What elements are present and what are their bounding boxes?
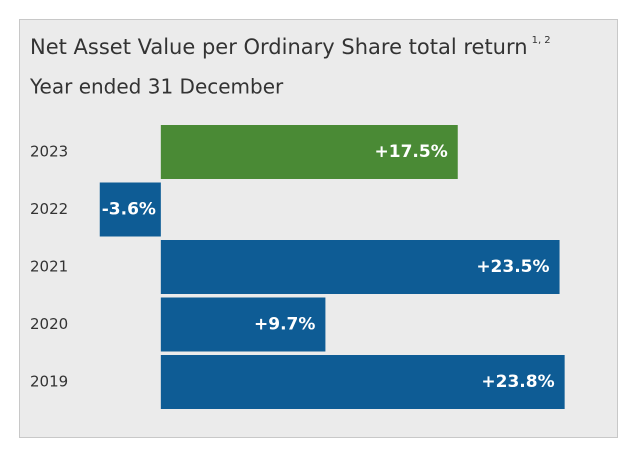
bar (160, 355, 565, 409)
bar (160, 125, 458, 179)
value-label: +9.7% (254, 315, 315, 335)
category-label: 2022 (30, 200, 68, 218)
bar (160, 240, 560, 294)
value-label: +23.8% (481, 372, 554, 392)
title-note: 1, 2 (532, 35, 551, 46)
value-label: +23.5% (476, 257, 549, 277)
title-main: Net Asset Value per Ordinary Share total… (30, 35, 528, 59)
bar (99, 182, 161, 237)
chart-subtitle: Year ended 31 December (29, 75, 284, 99)
category-label: 2020 (30, 315, 68, 333)
value-label: +17.5% (375, 142, 448, 162)
bar (160, 297, 326, 352)
chart-title: Net Asset Value per Ordinary Share total… (30, 35, 551, 59)
category-label: 2021 (30, 258, 68, 276)
value-label: -3.6% (102, 200, 156, 220)
category-label: 2019 (30, 373, 68, 391)
category-label: 2023 (30, 143, 68, 161)
